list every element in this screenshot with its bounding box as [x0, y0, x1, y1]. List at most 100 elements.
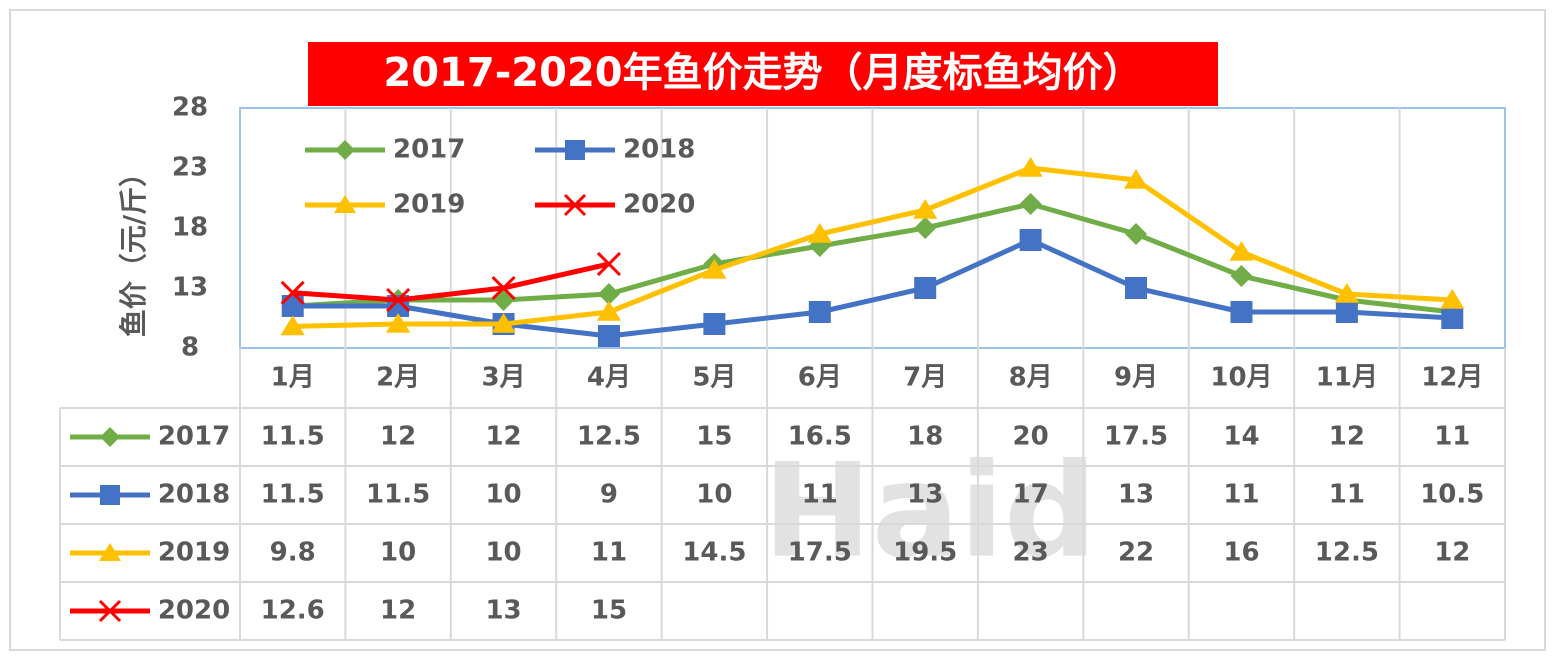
marker: [386, 287, 411, 313]
marker: [100, 427, 120, 447]
table-cell: 12: [380, 596, 416, 626]
table-cell: 18: [907, 422, 943, 452]
marker: [335, 140, 355, 160]
table-cell: 11: [1329, 480, 1365, 510]
legend-label: 2017: [393, 135, 465, 165]
table-cell: 17.5: [1104, 422, 1168, 452]
marker: [702, 259, 727, 279]
marker: [596, 251, 622, 277]
marker: [1018, 157, 1043, 177]
series-line: [292, 237, 1453, 339]
marker: [491, 313, 516, 333]
table-cell: 9.8: [270, 538, 316, 568]
series-line: [292, 201, 1453, 315]
marker: [1125, 277, 1148, 299]
table-cell: 10: [380, 538, 416, 568]
table-cell: 10: [696, 480, 732, 510]
table-cell: 15: [696, 422, 732, 452]
marker: [491, 275, 516, 301]
y-tick-label: 18: [172, 213, 208, 243]
x-tick-label: 9月: [1114, 363, 1158, 393]
table-cell: 12: [380, 422, 416, 452]
table-cell: 10.5: [1420, 480, 1484, 510]
marker: [98, 599, 122, 623]
table-cell: 9: [600, 480, 618, 510]
marker: [1229, 241, 1254, 261]
marker: [808, 301, 831, 323]
marker: [1125, 223, 1148, 245]
table-cell: 13: [1118, 480, 1154, 510]
y-tick-label: 23: [172, 153, 208, 183]
marker: [1123, 169, 1149, 189]
frame: [9, 9, 1546, 651]
marker: [914, 217, 937, 239]
x-tick-label: 6月: [798, 363, 842, 393]
table-cell: 23: [1013, 538, 1049, 568]
marker: [913, 199, 938, 219]
marker: [1019, 193, 1042, 215]
table-cell: 14.5: [682, 538, 746, 568]
y-axis-label: 鱼价（元/斤）: [117, 159, 150, 337]
table-cell: 16: [1223, 538, 1259, 568]
table-cell: 14: [1223, 422, 1259, 452]
x-tick-label: 4月: [587, 363, 631, 393]
y-tick-label: 8: [181, 333, 199, 363]
marker: [1230, 265, 1253, 287]
table-cell: 17: [1013, 480, 1049, 510]
marker: [1335, 301, 1358, 323]
table-cell: 11.5: [261, 422, 325, 452]
legend-label: 2020: [623, 190, 695, 220]
table-cell: 11: [1223, 480, 1259, 510]
y-tick-label: 28: [172, 93, 208, 123]
x-tick-label: 2月: [376, 363, 420, 393]
x-tick-label: 10月: [1210, 363, 1272, 393]
table-cell: 11: [802, 480, 838, 510]
table-cell: 20: [1013, 422, 1049, 452]
marker: [565, 140, 585, 160]
table-cell: 10: [485, 480, 521, 510]
table-cell: 12: [1434, 538, 1470, 568]
marker: [1230, 301, 1253, 323]
marker: [807, 223, 832, 243]
table-row-label: 2019: [158, 538, 230, 568]
marker: [914, 277, 937, 299]
x-tick-label: 5月: [692, 363, 736, 393]
table-cell: 11: [1434, 422, 1470, 452]
marker: [563, 193, 587, 217]
table-cell: 12.6: [261, 596, 325, 626]
table-cell: 12.5: [577, 422, 641, 452]
marker: [334, 195, 356, 213]
table-row-label: 2017: [158, 422, 230, 452]
table-cell: 22: [1118, 538, 1154, 568]
watermark: Haid: [763, 435, 1097, 587]
x-tick-label: 12月: [1421, 363, 1483, 393]
marker: [100, 485, 120, 505]
marker: [280, 315, 305, 336]
table-cell: 17.5: [788, 538, 852, 568]
x-tick-label: 7月: [903, 363, 947, 393]
table-cell: 11.5: [261, 480, 325, 510]
series-line: [292, 261, 610, 303]
x-tick-label: 3月: [481, 363, 525, 393]
table-cell: 10: [485, 538, 521, 568]
marker: [1019, 229, 1042, 251]
marker: [1441, 307, 1464, 329]
series-line: [292, 165, 1453, 329]
table-cell: 19.5: [893, 538, 957, 568]
table-cell: 12: [485, 422, 521, 452]
table-cell: 11: [591, 538, 627, 568]
marker: [281, 295, 304, 317]
marker: [597, 325, 620, 347]
table-cell: 11.5: [366, 480, 430, 510]
table-cell: 13: [485, 596, 521, 626]
table-cell: 16.5: [788, 422, 852, 452]
marker: [386, 313, 411, 333]
marker: [1440, 289, 1465, 309]
table-row-label: 2018: [158, 480, 230, 510]
table-row-label: 2020: [158, 596, 230, 626]
table-cell: 12.5: [1315, 538, 1379, 568]
marker: [1334, 283, 1359, 303]
table-cell: 12: [1329, 422, 1365, 452]
x-tick-label: 1月: [271, 363, 315, 393]
